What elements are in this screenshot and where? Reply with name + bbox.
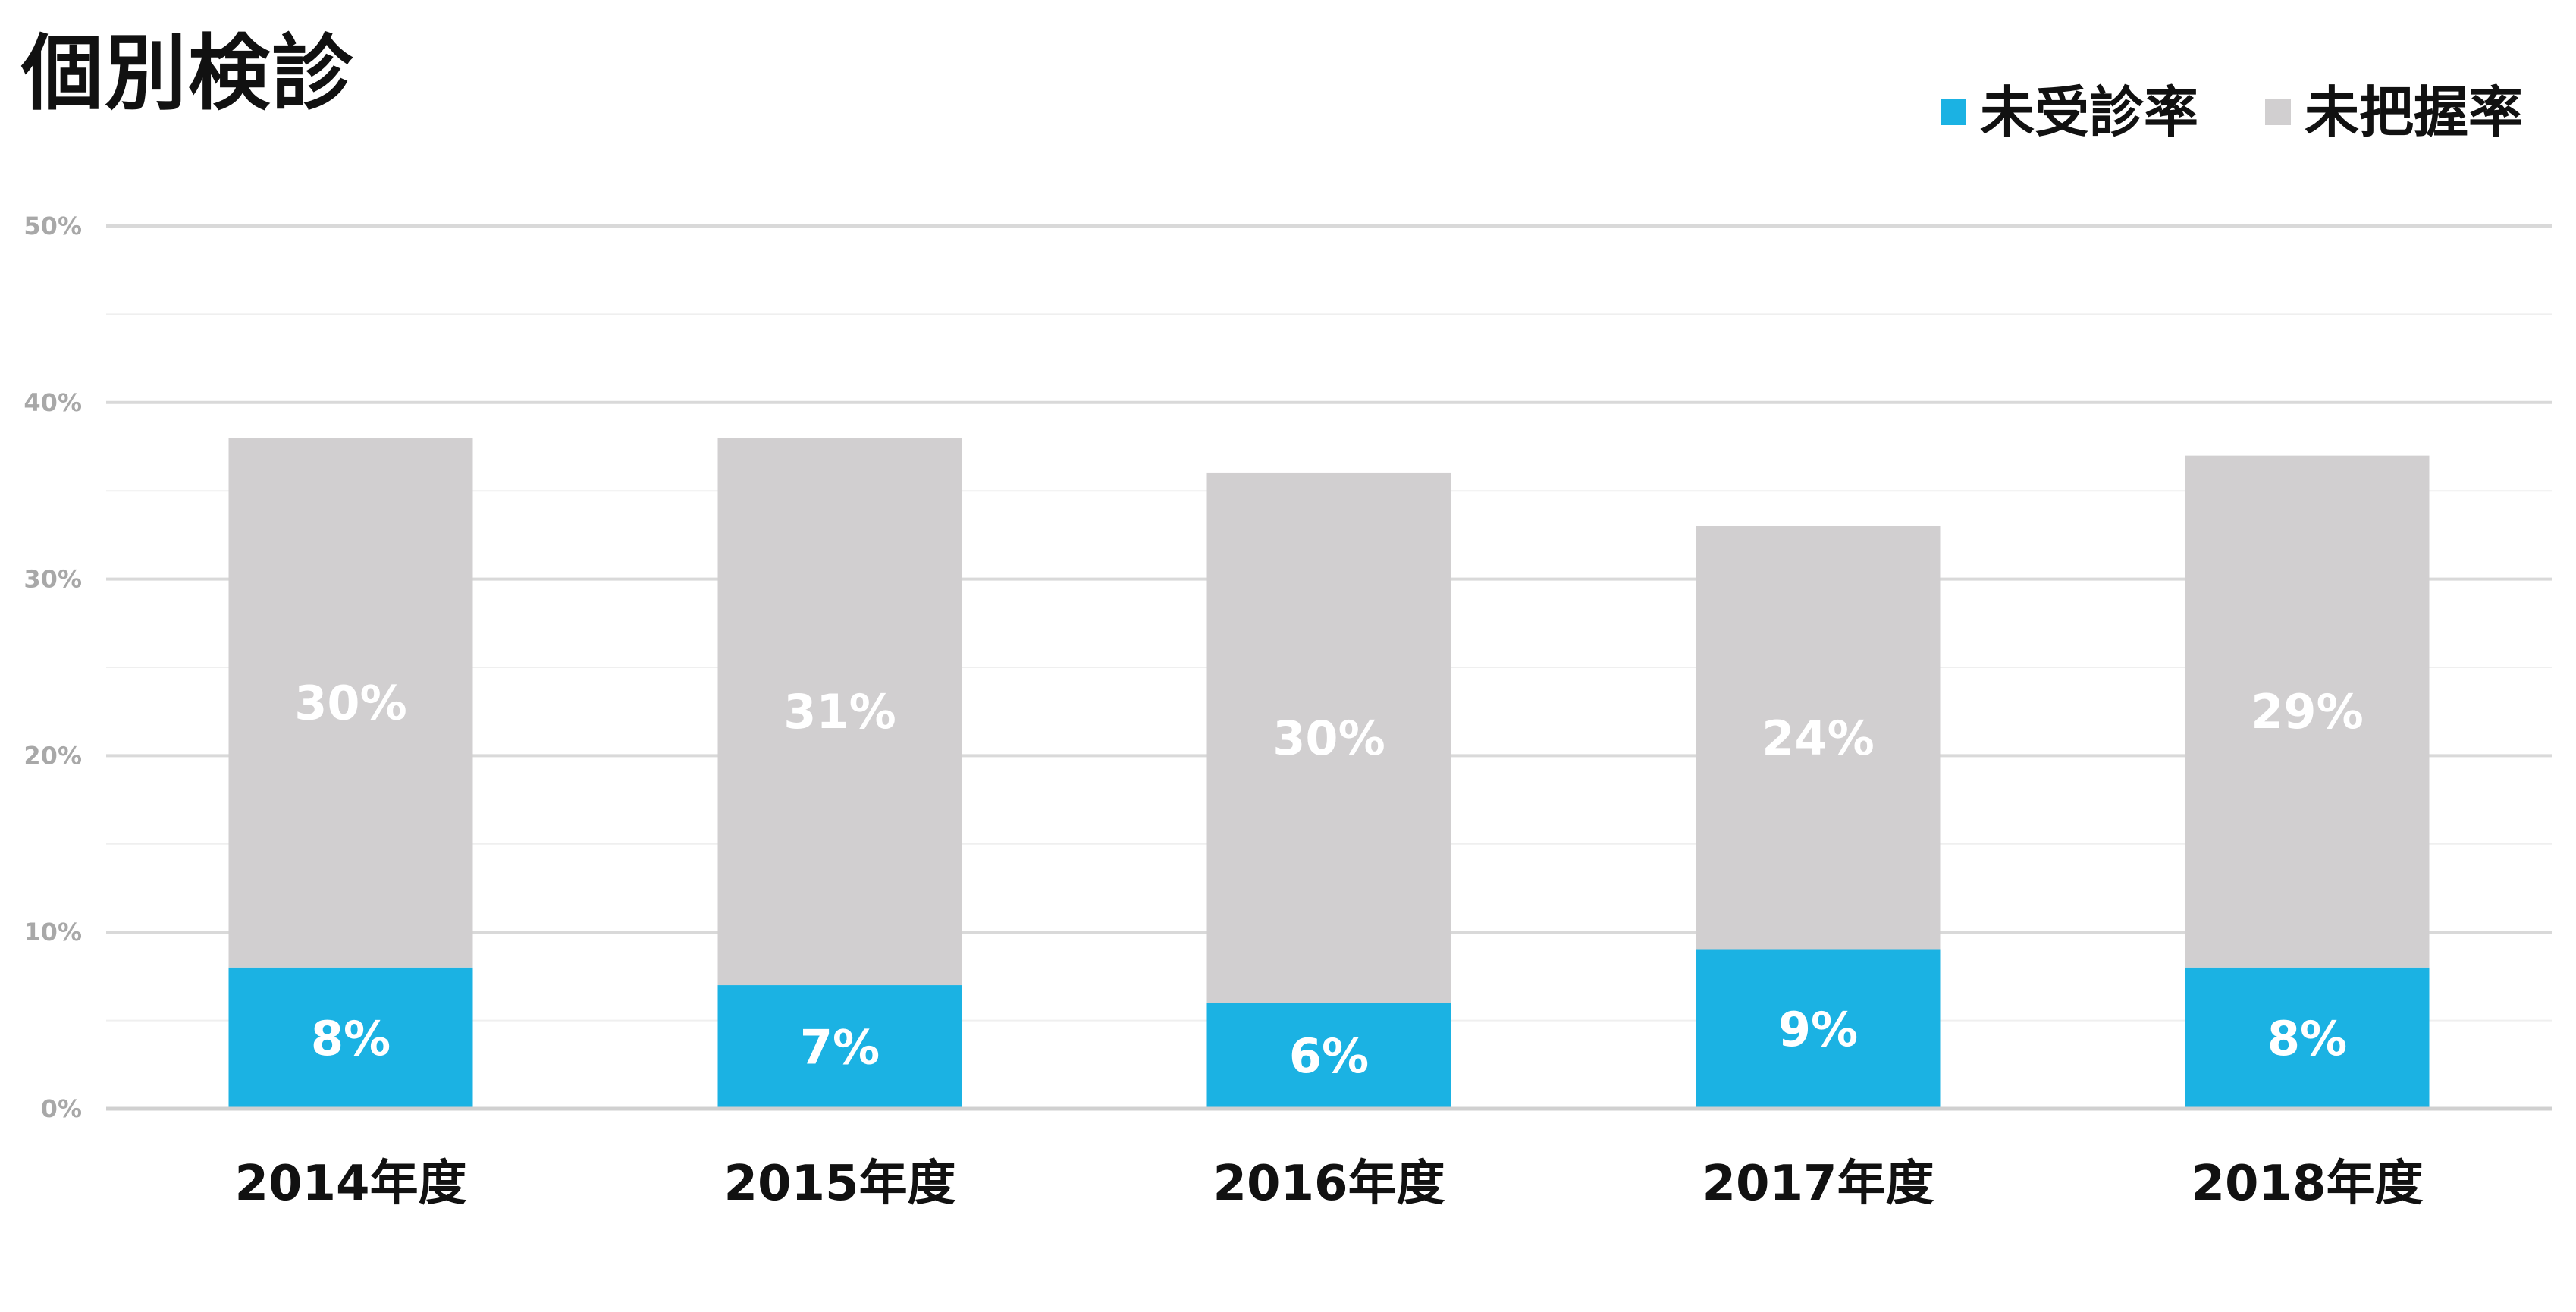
bar-segment-unconsulted [1696,949,1941,1109]
data-label-unconsulted: 8% [2267,1011,2347,1066]
bar-segment-unconsulted [717,985,962,1109]
x-tick-label: 2018年度 [2191,1156,2423,1212]
legend-item-unknown: 未把握率 [2264,80,2523,144]
data-label-unconsulted: 7% [800,1020,880,1075]
chart-title: 個別検診 [21,27,356,121]
data-labels: 8% 30% 7% 31% 6% 30% 9% 24% 8% 29% [294,676,2363,1084]
data-label-unknown: 24% [1762,711,1874,766]
y-tick-label: 0% [41,1094,82,1123]
x-tick-label: 2014年度 [234,1156,466,1212]
y-tick-label: 30% [24,565,82,594]
x-tick-label: 2016年度 [1213,1156,1445,1212]
bars [228,438,2430,1109]
x-tick-label: 2015年度 [723,1156,955,1212]
data-label-unknown: 30% [294,676,406,731]
bar-segment-unconsulted [228,967,473,1109]
bar-segment-unknown [717,438,962,986]
data-label-unconsulted: 8% [311,1011,391,1066]
legend-label-unknown: 未把握率 [2304,80,2523,144]
data-label-unknown: 30% [1272,711,1385,766]
bar-segment-unknown [1696,526,1941,950]
y-tick-label: 20% [24,741,82,770]
y-tick-label: 50% [24,212,82,240]
legend-label-unconsulted: 未受診率 [1979,80,2198,144]
legend: 未受診率 未把握率 [1940,80,2523,144]
bar-segment-unconsulted [2185,967,2430,1109]
bar-segment-unconsulted [1206,1003,1451,1109]
bar-segment-unknown [228,438,473,968]
y-tick-label: 40% [24,388,82,417]
y-axis-ticks: 0% 10% 20% 30% 40% 50% [24,212,82,1123]
x-axis-ticks: 2014年度 2015年度 2016年度 2017年度 2018年度 [234,1156,2423,1212]
data-label-unconsulted: 9% [1778,1002,1858,1057]
legend-swatch-unconsulted [1940,99,1966,125]
y-tick-label: 10% [24,918,82,946]
bar-segment-unknown [2185,455,2430,968]
data-label-unknown: 29% [2251,684,2363,739]
legend-swatch-unknown [2264,99,2291,125]
x-tick-label: 2017年度 [1702,1156,1934,1212]
legend-item-unconsulted: 未受診率 [1940,80,2198,144]
bar-segment-unknown [1206,472,1451,1003]
data-label-unknown: 31% [783,684,896,739]
data-label-unconsulted: 6% [1289,1028,1369,1084]
